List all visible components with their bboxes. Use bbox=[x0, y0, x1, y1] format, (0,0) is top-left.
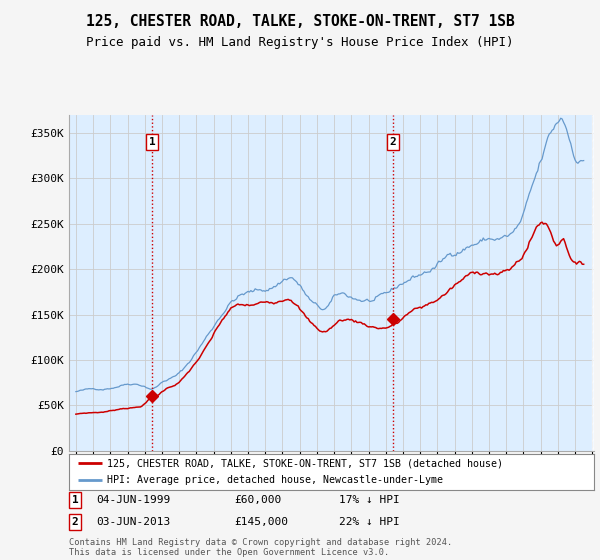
Text: 2: 2 bbox=[71, 517, 79, 527]
Text: 04-JUN-1999: 04-JUN-1999 bbox=[96, 495, 170, 505]
Text: 22% ↓ HPI: 22% ↓ HPI bbox=[339, 517, 400, 527]
Text: 1: 1 bbox=[71, 495, 79, 505]
Text: 03-JUN-2013: 03-JUN-2013 bbox=[96, 517, 170, 527]
Text: Contains HM Land Registry data © Crown copyright and database right 2024.
This d: Contains HM Land Registry data © Crown c… bbox=[69, 538, 452, 557]
Text: £145,000: £145,000 bbox=[234, 517, 288, 527]
Text: £60,000: £60,000 bbox=[234, 495, 281, 505]
Text: 125, CHESTER ROAD, TALKE, STOKE-ON-TRENT, ST7 1SB (detached house): 125, CHESTER ROAD, TALKE, STOKE-ON-TRENT… bbox=[107, 459, 503, 468]
Text: Price paid vs. HM Land Registry's House Price Index (HPI): Price paid vs. HM Land Registry's House … bbox=[86, 36, 514, 49]
Text: 125, CHESTER ROAD, TALKE, STOKE-ON-TRENT, ST7 1SB: 125, CHESTER ROAD, TALKE, STOKE-ON-TRENT… bbox=[86, 14, 514, 29]
Text: 2: 2 bbox=[389, 137, 397, 147]
Bar bbox=[592, 115, 594, 451]
Text: 1: 1 bbox=[149, 137, 155, 147]
Text: 17% ↓ HPI: 17% ↓ HPI bbox=[339, 495, 400, 505]
Text: HPI: Average price, detached house, Newcastle-under-Lyme: HPI: Average price, detached house, Newc… bbox=[107, 475, 443, 485]
